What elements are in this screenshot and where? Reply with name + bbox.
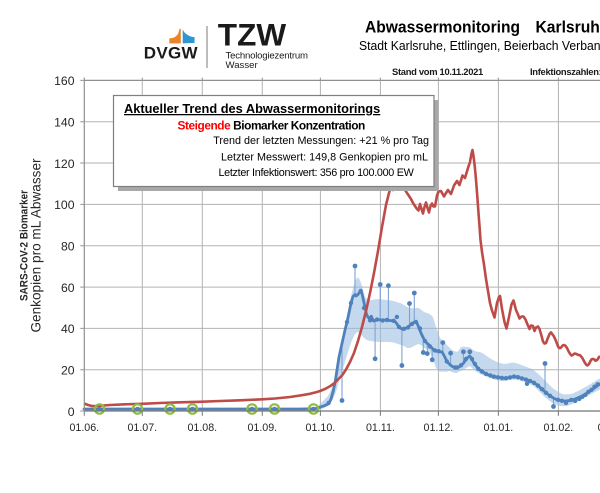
svg-text:01.08.: 01.08. <box>187 422 217 434</box>
svg-text:01.06.: 01.06. <box>69 422 99 434</box>
svg-text:01.12.: 01.12. <box>424 422 454 434</box>
svg-text:Genkopien pro mL Abwasser: Genkopien pro mL Abwasser <box>29 158 44 333</box>
svg-text:Aktueller Trend des Abwassermo: Aktueller Trend des Abwassermonitorings <box>124 101 380 116</box>
svg-text:160: 160 <box>54 74 75 88</box>
svg-text:SARS-CoV-2 Biomarker: SARS-CoV-2 Biomarker <box>19 189 31 301</box>
svg-text:0: 0 <box>68 405 75 419</box>
svg-text:Technologiezentrum: Technologiezentrum <box>226 50 308 61</box>
svg-text:Abwassermonitoring: Abwassermonitoring <box>365 18 520 37</box>
svg-text:20: 20 <box>61 364 75 378</box>
svg-text:Letzter Infektionswert: 356 pr: Letzter Infektionswert: 356 pro 100.000 … <box>218 167 414 179</box>
svg-text:Letzter Messwert: 149,8 Genkop: Letzter Messwert: 149,8 Genkopien pro mL <box>221 152 428 164</box>
svg-text:DVGW: DVGW <box>144 44 199 63</box>
svg-text:40: 40 <box>61 322 75 336</box>
svg-text:Steigende Biomarker Konzentrat: Steigende Biomarker Konzentration <box>178 119 366 133</box>
svg-text:01.09.: 01.09. <box>247 422 277 434</box>
svg-text:100: 100 <box>54 198 75 212</box>
svg-text:01.01.: 01.01. <box>484 422 514 434</box>
svg-text:01.02.: 01.02. <box>544 422 574 434</box>
svg-text:60: 60 <box>61 281 75 295</box>
svg-text:TZW: TZW <box>218 17 287 53</box>
svg-text:Trend der letzten Messungen: +: Trend der letzten Messungen: +21 % pro T… <box>213 135 429 147</box>
svg-text:01.03.: 01.03. <box>598 422 600 434</box>
svg-text:120: 120 <box>54 157 75 171</box>
svg-text:Stand vom 10.11.2021: Stand vom 10.11.2021 <box>392 66 483 77</box>
svg-text:01.10.: 01.10. <box>306 422 336 434</box>
svg-text:Infektionszahlen: LGA BW: Infektionszahlen: LGA BW <box>530 66 600 77</box>
svg-text:Karlsruhe: Karlsruhe <box>536 18 600 37</box>
svg-text:140: 140 <box>54 116 75 130</box>
svg-text:80: 80 <box>61 240 75 254</box>
svg-text:Stadt Karlsruhe, Ettlingen, Be: Stadt Karlsruhe, Ettlingen, Beierbach Ve… <box>359 38 600 53</box>
svg-text:Wasser: Wasser <box>226 60 259 71</box>
svg-text:01.11.: 01.11. <box>366 422 395 434</box>
svg-text:01.07.: 01.07. <box>127 422 157 434</box>
